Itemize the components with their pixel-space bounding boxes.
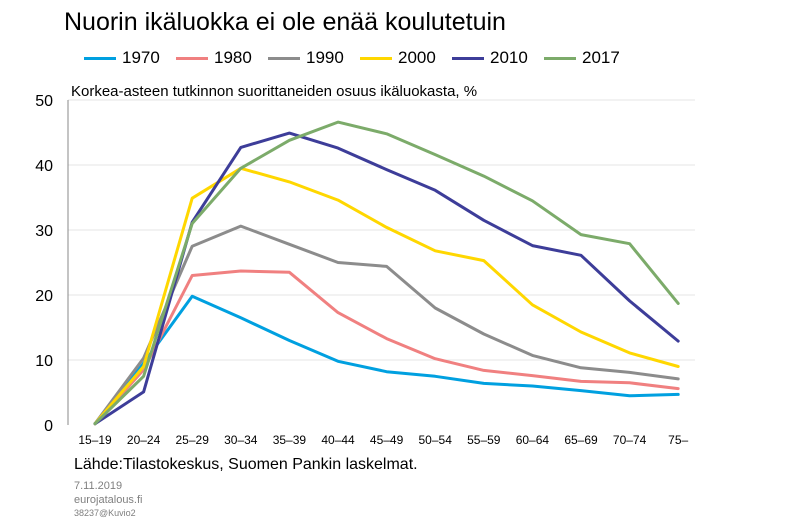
legend-swatch [360,57,392,60]
legend-label: 2010 [490,48,528,67]
series-line-1970 [93,294,680,426]
legend-swatch [452,57,484,60]
x-tick-label: 20–24 [127,433,161,447]
publish-date: 7.11.2019 [74,480,123,492]
x-tick-label: 55–59 [467,433,501,447]
y-tick-label: 30 [35,223,53,240]
legend-label: 1980 [214,48,252,67]
legend-swatch [544,57,576,60]
x-tick-label: 45–49 [370,433,404,447]
legend-label: 1990 [306,48,344,67]
legend-swatch [268,57,300,60]
series-line-1980 [93,269,680,426]
legend-swatch [176,57,208,60]
y-tick-label: 0 [44,418,53,435]
y-tick-label: 10 [35,353,53,370]
x-tick-label: 30–34 [224,433,258,447]
legend-swatch [84,57,116,60]
series-line-2010 [93,131,680,426]
y-tick-label: 20 [35,288,53,305]
chart-subtitle: Korkea-asteen tutkinnon suorittaneiden o… [71,83,477,100]
x-tick-label: 65–69 [564,433,598,447]
series-line-1990 [93,224,680,426]
y-tick-label: 50 [35,93,53,110]
x-tick-label: 60–64 [516,433,550,447]
chart-code: 38237@Kuvio2 [74,508,136,518]
source-note: Lähde:Tilastokeskus, Suomen Pankin laske… [74,456,418,473]
x-tick-label: 70–74 [613,433,647,447]
site-name: eurojatalous.fi [74,494,143,506]
x-tick-label: 75– [668,433,688,447]
series-line-2000 [93,166,680,426]
legend-label: 1970 [122,48,160,67]
legend-label: 2000 [398,48,436,67]
chart-title: Nuorin ikäluokka ei ole enää koulutetuin [64,8,506,36]
legend-label: 2017 [582,48,620,67]
x-tick-label: 35–39 [273,433,307,447]
x-tick-label: 15–19 [78,433,112,447]
x-tick-label: 25–29 [176,433,210,447]
x-tick-label: 50–54 [419,433,453,447]
y-tick-label: 40 [35,158,53,175]
x-tick-label: 40–44 [321,433,355,447]
series-line-2017 [93,120,680,426]
